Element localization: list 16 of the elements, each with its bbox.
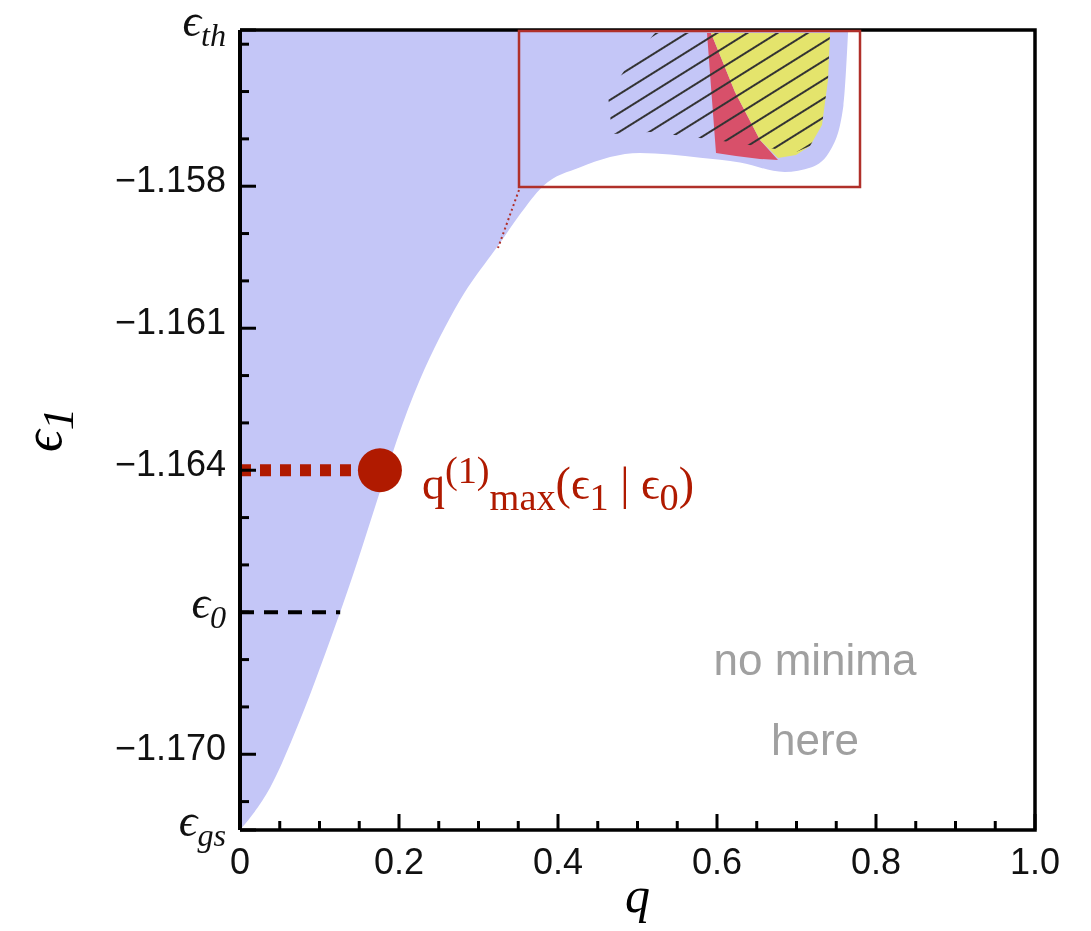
y-tick-label: −1.170 (114, 726, 226, 768)
annotation: no minima here (712, 634, 918, 766)
annotation: q$^{(1)}$$_{max}$(ϵ$_{1}$ | ϵ$_{0}$) (421, 448, 695, 520)
y-tick-label: ϵ$_{gs}$ (178, 794, 226, 853)
x-tick-label: 0.8 (850, 841, 902, 882)
x-tick-label: 0.4 (532, 841, 584, 882)
annotation: ϵ$_{0}$ (191, 576, 226, 635)
x-tick-label: 1.0 (1009, 841, 1061, 882)
x-axis-title: q (625, 867, 650, 923)
x-tick-label: 0.2 (373, 841, 425, 882)
y-tick-label: −1.164 (114, 442, 226, 484)
y-tick-label: ϵ$_{th}$ (182, 0, 226, 53)
y-tick-label: −1.161 (114, 300, 226, 342)
x-tick-label: 0.6 (691, 841, 743, 882)
x-tick-label: 0 (229, 841, 251, 882)
y-tick-label: −1.158 (114, 158, 226, 200)
